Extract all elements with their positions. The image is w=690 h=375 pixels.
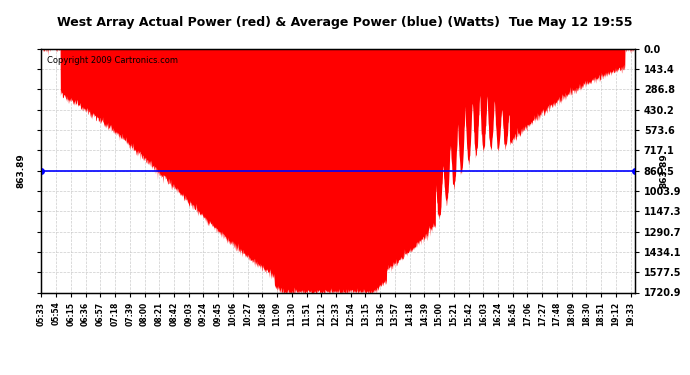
Text: 863.89: 863.89 [660,154,669,189]
Text: 863.89: 863.89 [16,154,25,189]
Text: Copyright 2009 Cartronics.com: Copyright 2009 Cartronics.com [48,56,178,65]
Text: West Array Actual Power (red) & Average Power (blue) (Watts)  Tue May 12 19:55: West Array Actual Power (red) & Average … [57,16,633,29]
